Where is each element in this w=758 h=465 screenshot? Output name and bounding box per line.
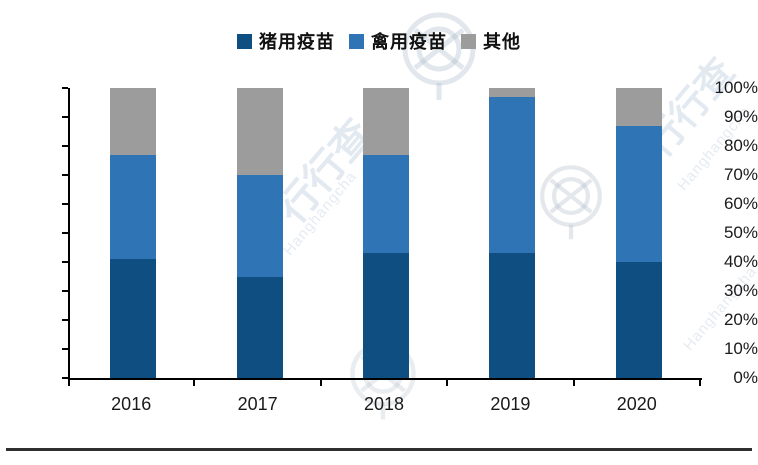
y-axis-tick	[62, 377, 68, 379]
y-tick-label: 90%	[723, 107, 758, 126]
x-tick-label: 2018	[363, 394, 405, 414]
legend-label: 禽用疫苗	[371, 32, 447, 52]
bar-segment	[615, 88, 662, 126]
x-axis-tick	[446, 380, 449, 386]
bar-segment	[236, 175, 283, 277]
bar-segment	[489, 88, 536, 97]
legend-label: 猪用疫苗	[259, 32, 335, 52]
x-axis-tick	[699, 380, 701, 386]
bar-segment	[489, 96, 536, 254]
legend-swatch-icon	[237, 33, 252, 49]
legend-item-swine-vaccine: 猪用疫苗	[237, 28, 335, 54]
legend-swatch-icon	[349, 33, 364, 49]
y-axis-tick	[62, 174, 68, 176]
bar-segment	[615, 125, 662, 262]
x-axis-tick	[319, 380, 322, 386]
chart-legend: 猪用疫苗 禽用疫苗 其他	[0, 28, 758, 54]
x-axis-tick	[68, 380, 70, 386]
y-tick-label: 50%	[723, 223, 758, 242]
y-tick-label: 70%	[723, 165, 758, 184]
footer-divider	[6, 448, 752, 451]
y-axis-tick	[62, 348, 68, 350]
y-axis-tick	[62, 116, 68, 118]
legend-label: 其他	[483, 32, 521, 52]
y-tick-label: 40%	[723, 252, 758, 271]
bar-segment	[110, 154, 157, 260]
y-axis-tick	[62, 290, 68, 292]
bar-segment	[363, 154, 409, 254]
legend-item-poultry-vaccine: 禽用疫苗	[349, 28, 447, 54]
x-tick-label: 2017	[237, 394, 278, 414]
plot-area	[68, 88, 702, 380]
y-axis-tick	[62, 261, 68, 263]
x-axis-tick	[193, 380, 196, 386]
y-tick-label: 80%	[723, 136, 758, 155]
y-tick-label: 20%	[723, 310, 758, 329]
x-tick-label: 2016	[111, 394, 152, 414]
bar-segment	[236, 88, 283, 175]
bar-segment	[110, 259, 157, 378]
y-axis-tick	[62, 145, 68, 147]
legend-swatch-icon	[461, 33, 476, 49]
x-tick-label: 2020	[616, 394, 657, 414]
bar-segment	[236, 276, 283, 378]
bar-segment	[110, 88, 157, 155]
bar-segment	[363, 253, 409, 378]
bar-segment	[615, 262, 662, 378]
y-tick-label: 0%	[733, 368, 758, 387]
legend-item-other: 其他	[461, 28, 521, 54]
y-tick-label: 100%	[714, 78, 758, 97]
bar-segment	[363, 88, 409, 155]
x-tick-label: 2019	[490, 394, 531, 414]
y-axis-tick	[62, 87, 68, 89]
bar-segment	[489, 253, 536, 378]
y-tick-label: 30%	[723, 281, 758, 300]
y-axis-tick	[62, 232, 68, 234]
y-axis-tick	[62, 319, 68, 321]
y-tick-label: 10%	[723, 339, 758, 358]
y-tick-label: 60%	[723, 194, 758, 213]
y-axis-tick	[62, 203, 68, 205]
x-axis-tick	[572, 380, 575, 386]
